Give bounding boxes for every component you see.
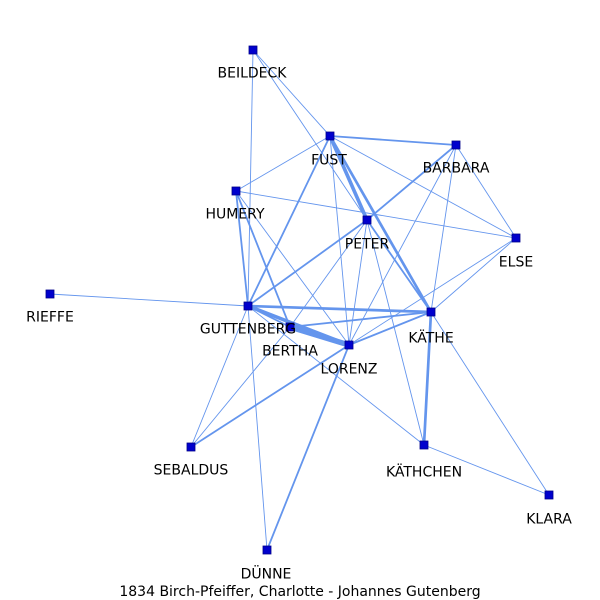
node-label-lorenz: LORENZ — [321, 362, 378, 378]
edge-guttenberg-kaethe — [246, 304, 433, 314]
graph-caption: 1834 Birch-Pfeiffer, Charlotte - Johanne… — [119, 584, 480, 600]
edge-fust-kaethe — [328, 134, 433, 314]
node-layer — [45, 45, 554, 555]
edge-kaethe-kaethchen — [422, 310, 433, 447]
edge-fust-humery — [235, 135, 331, 192]
node-rieffe — [45, 289, 55, 299]
edge-beildeck-peter — [252, 49, 368, 221]
node-label-kaethe: KÄTHE — [408, 329, 453, 347]
node-barbara — [451, 140, 461, 150]
edge-peter-bertha — [289, 219, 368, 328]
edge-humery-bertha — [235, 190, 291, 328]
node-label-else: ELSE — [499, 255, 533, 271]
node-beildeck — [248, 45, 258, 55]
node-kaethchen — [419, 440, 429, 450]
node-label-beildeck: BEILDECK — [218, 66, 288, 82]
edge-fust-else — [329, 135, 517, 239]
edge-fust-guttenberg — [247, 135, 331, 307]
edge-barbara-kaethe — [430, 144, 457, 313]
edge-layer — [49, 49, 550, 551]
node-label-barbara: BARBARA — [423, 161, 490, 177]
node-label-bertha: BERTHA — [262, 344, 318, 360]
node-bertha — [285, 322, 295, 332]
edge-fust-barbara — [329, 135, 457, 146]
edge-kaethe-klara — [430, 311, 550, 496]
node-label-peter: PETER — [345, 237, 390, 253]
edge-barbara-peter — [366, 144, 457, 221]
edge-bertha-sebaldus — [190, 326, 291, 448]
label-layer: BEILDECK FUST BARBARA HUMERY PETER ELSE RIEFFE… — [26, 66, 572, 583]
node-fust — [325, 131, 335, 141]
edge-beildeck-fust — [252, 49, 331, 137]
node-sebaldus — [186, 442, 196, 452]
edge-lorenz-sebaldus — [190, 344, 350, 448]
edge-else-kaethe — [430, 237, 517, 313]
edge-guttenberg-sebaldus — [190, 305, 249, 448]
edge-humery-lorenz — [235, 190, 350, 346]
edge-humery-else — [235, 190, 517, 239]
node-klara — [544, 490, 554, 500]
edge-peter-guttenberg — [247, 219, 368, 307]
node-peter — [362, 215, 372, 225]
node-duenne — [262, 545, 272, 555]
edge-kaethe-bertha — [289, 311, 432, 328]
node-guttenberg — [243, 301, 253, 311]
edge-rieffe-guttenberg — [49, 293, 249, 307]
node-kaethe — [426, 307, 436, 317]
edge-bertha-lorenz — [287, 324, 352, 348]
edge-peter-lorenz — [348, 219, 368, 346]
edge-else-lorenz — [348, 237, 517, 346]
node-label-sebaldus: SEBALDUS — [154, 463, 229, 479]
node-humery — [231, 186, 241, 196]
node-label-guttenberg: GUTTENBERG — [200, 322, 296, 338]
edge-barbara-else — [455, 144, 517, 239]
edge-peter-kaethe — [366, 219, 432, 313]
node-label-duenne: DÜNNE — [241, 565, 292, 583]
node-lorenz — [344, 340, 354, 350]
edge-beildeck-guttenberg — [247, 49, 254, 307]
node-label-rieffe: RIEFFE — [26, 310, 74, 326]
node-label-klara: KLARA — [526, 512, 572, 528]
node-label-fust: FUST — [311, 153, 347, 169]
edge-lorenz-duenne — [266, 344, 350, 551]
edge-kaethe-lorenz — [348, 311, 432, 346]
edge-fust-peter — [328, 134, 369, 222]
node-else — [511, 233, 521, 243]
edge-peter-kaethchen — [366, 219, 425, 446]
edge-barbara-lorenz — [348, 144, 457, 346]
edge-guttenberg-duenne — [247, 305, 268, 551]
edge-humery-guttenberg — [235, 190, 249, 307]
edge-kaethchen-klara — [423, 444, 550, 496]
node-label-humery: HUMERY — [205, 207, 265, 223]
node-label-kaethchen: KÄTHCHEN — [386, 463, 462, 481]
